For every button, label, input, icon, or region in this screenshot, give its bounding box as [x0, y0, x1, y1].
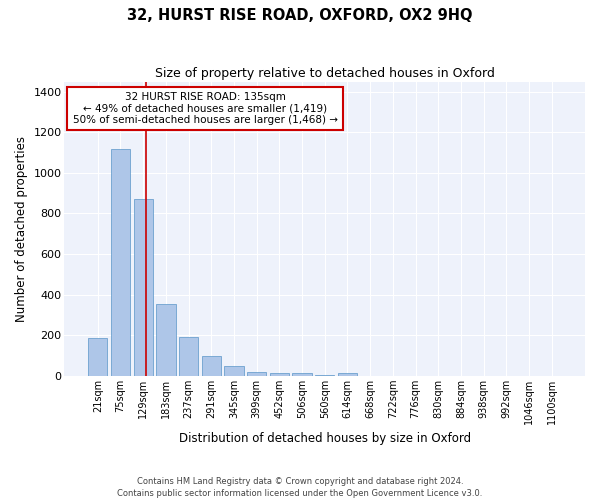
Bar [315, 374, 334, 376]
Text: Contains HM Land Registry data © Crown copyright and database right 2024.
Contai: Contains HM Land Registry data © Crown c… [118, 476, 482, 498]
Bar [111, 148, 130, 376]
Bar [179, 337, 198, 376]
Bar [224, 366, 244, 376]
Text: 32 HURST RISE ROAD: 135sqm
← 49% of detached houses are smaller (1,419)
50% of s: 32 HURST RISE ROAD: 135sqm ← 49% of deta… [73, 92, 338, 125]
Bar [202, 356, 221, 376]
Text: 32, HURST RISE ROAD, OXFORD, OX2 9HQ: 32, HURST RISE ROAD, OXFORD, OX2 9HQ [127, 8, 473, 22]
Title: Size of property relative to detached houses in Oxford: Size of property relative to detached ho… [155, 68, 494, 80]
Y-axis label: Number of detached properties: Number of detached properties [15, 136, 28, 322]
Bar [156, 304, 176, 376]
Bar [338, 372, 357, 376]
Bar [292, 372, 311, 376]
Bar [269, 372, 289, 376]
Bar [247, 372, 266, 376]
Bar [134, 200, 153, 376]
Bar [88, 338, 107, 376]
X-axis label: Distribution of detached houses by size in Oxford: Distribution of detached houses by size … [179, 432, 471, 445]
